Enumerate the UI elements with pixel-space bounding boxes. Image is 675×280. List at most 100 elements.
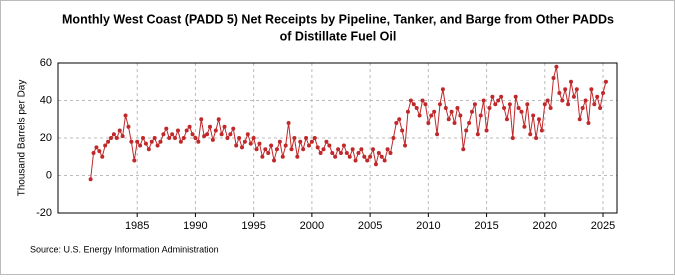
- data-point: [100, 154, 105, 159]
- y-tick-label: -20: [36, 207, 52, 219]
- data-point: [114, 136, 119, 140]
- data-point: [519, 109, 524, 114]
- data-point: [248, 141, 253, 146]
- data-point: [432, 109, 437, 114]
- data-point: [467, 121, 472, 125]
- data-point: [143, 141, 148, 146]
- data-point: [242, 139, 247, 144]
- x-tick-label: 1990: [183, 220, 207, 232]
- data-point: [234, 143, 239, 148]
- data-point: [202, 134, 207, 139]
- data-point: [490, 94, 495, 99]
- data-point: [534, 136, 539, 140]
- data-point: [539, 128, 544, 133]
- data-point: [522, 124, 527, 129]
- x-tick-label: 2010: [416, 220, 440, 232]
- data-point: [426, 121, 431, 125]
- data-point: [190, 132, 195, 137]
- data-point: [542, 102, 547, 107]
- data-point: [344, 151, 349, 155]
- data-point: [394, 121, 399, 125]
- data-point: [516, 106, 521, 110]
- y-tick-label: 40: [40, 94, 52, 106]
- data-point: [336, 147, 341, 152]
- data-point: [205, 132, 210, 137]
- data-point: [487, 106, 492, 110]
- data-point: [510, 136, 515, 140]
- chart-title: Monthly West Coast (PADD 5) Net Receipts…: [62, 12, 614, 26]
- x-tick-label: 1995: [241, 220, 265, 232]
- data-point: [123, 113, 128, 118]
- data-point: [222, 124, 227, 129]
- data-point: [240, 145, 245, 150]
- data-point: [280, 154, 285, 159]
- data-point: [536, 117, 541, 122]
- data-point: [458, 113, 463, 118]
- y-axis-label: Thousand Barrels per Day: [17, 80, 28, 197]
- data-point: [132, 158, 137, 163]
- data-point: [120, 134, 125, 139]
- data-point: [170, 132, 175, 137]
- data-point: [117, 128, 122, 133]
- data-point: [397, 117, 402, 122]
- data-point: [199, 117, 204, 122]
- data-point: [589, 87, 594, 92]
- x-tick-label: 2015: [474, 220, 498, 232]
- data-point: [362, 154, 367, 159]
- data-point: [321, 147, 326, 152]
- source: Source: U.S. Energy Information Administ…: [30, 244, 219, 254]
- data-point: [181, 136, 186, 140]
- x-tick-label: 1985: [125, 220, 149, 232]
- data-point: [504, 117, 509, 122]
- data-point: [149, 139, 154, 144]
- data-point: [210, 137, 215, 142]
- data-point: [333, 154, 338, 159]
- data-point: [298, 139, 303, 144]
- data-point: [568, 79, 573, 84]
- data-point: [94, 145, 99, 150]
- data-point: [414, 106, 419, 110]
- data-point: [408, 98, 413, 103]
- data-point: [502, 106, 507, 110]
- data-point: [315, 145, 320, 150]
- x-tick-label: 2005: [358, 220, 382, 232]
- data-point: [382, 158, 387, 163]
- data-point: [207, 124, 212, 129]
- data-point: [108, 136, 113, 140]
- data-point: [175, 128, 180, 133]
- data-point: [601, 91, 606, 95]
- data-point: [496, 98, 501, 103]
- data-point: [126, 124, 131, 129]
- data-point: [353, 158, 358, 163]
- data-point: [277, 139, 282, 144]
- data-point: [464, 128, 469, 133]
- data-point: [388, 151, 393, 155]
- data-point: [365, 158, 370, 163]
- data-point: [135, 139, 140, 144]
- data-point: [373, 162, 378, 167]
- data-point: [545, 98, 550, 103]
- data-point: [309, 139, 314, 144]
- y-tick-label: 0: [46, 169, 52, 181]
- data-point: [251, 136, 256, 140]
- data-point: [435, 132, 440, 137]
- data-point: [574, 87, 579, 92]
- data-point: [513, 94, 518, 99]
- data-point: [304, 136, 309, 140]
- data-point: [429, 113, 434, 118]
- data-point: [254, 147, 259, 152]
- data-point: [411, 102, 416, 107]
- data-point: [286, 121, 291, 125]
- data-point: [257, 141, 262, 146]
- data-point: [263, 147, 268, 152]
- data-point: [155, 143, 160, 148]
- data-point: [341, 143, 346, 148]
- chart-title: of Distillate Fuel Oil: [280, 29, 397, 43]
- data-point: [306, 143, 311, 148]
- data-point: [283, 143, 288, 148]
- data-point: [178, 139, 183, 144]
- data-point: [443, 106, 448, 110]
- data-point: [403, 143, 408, 148]
- data-point: [571, 94, 576, 99]
- data-point: [245, 132, 250, 137]
